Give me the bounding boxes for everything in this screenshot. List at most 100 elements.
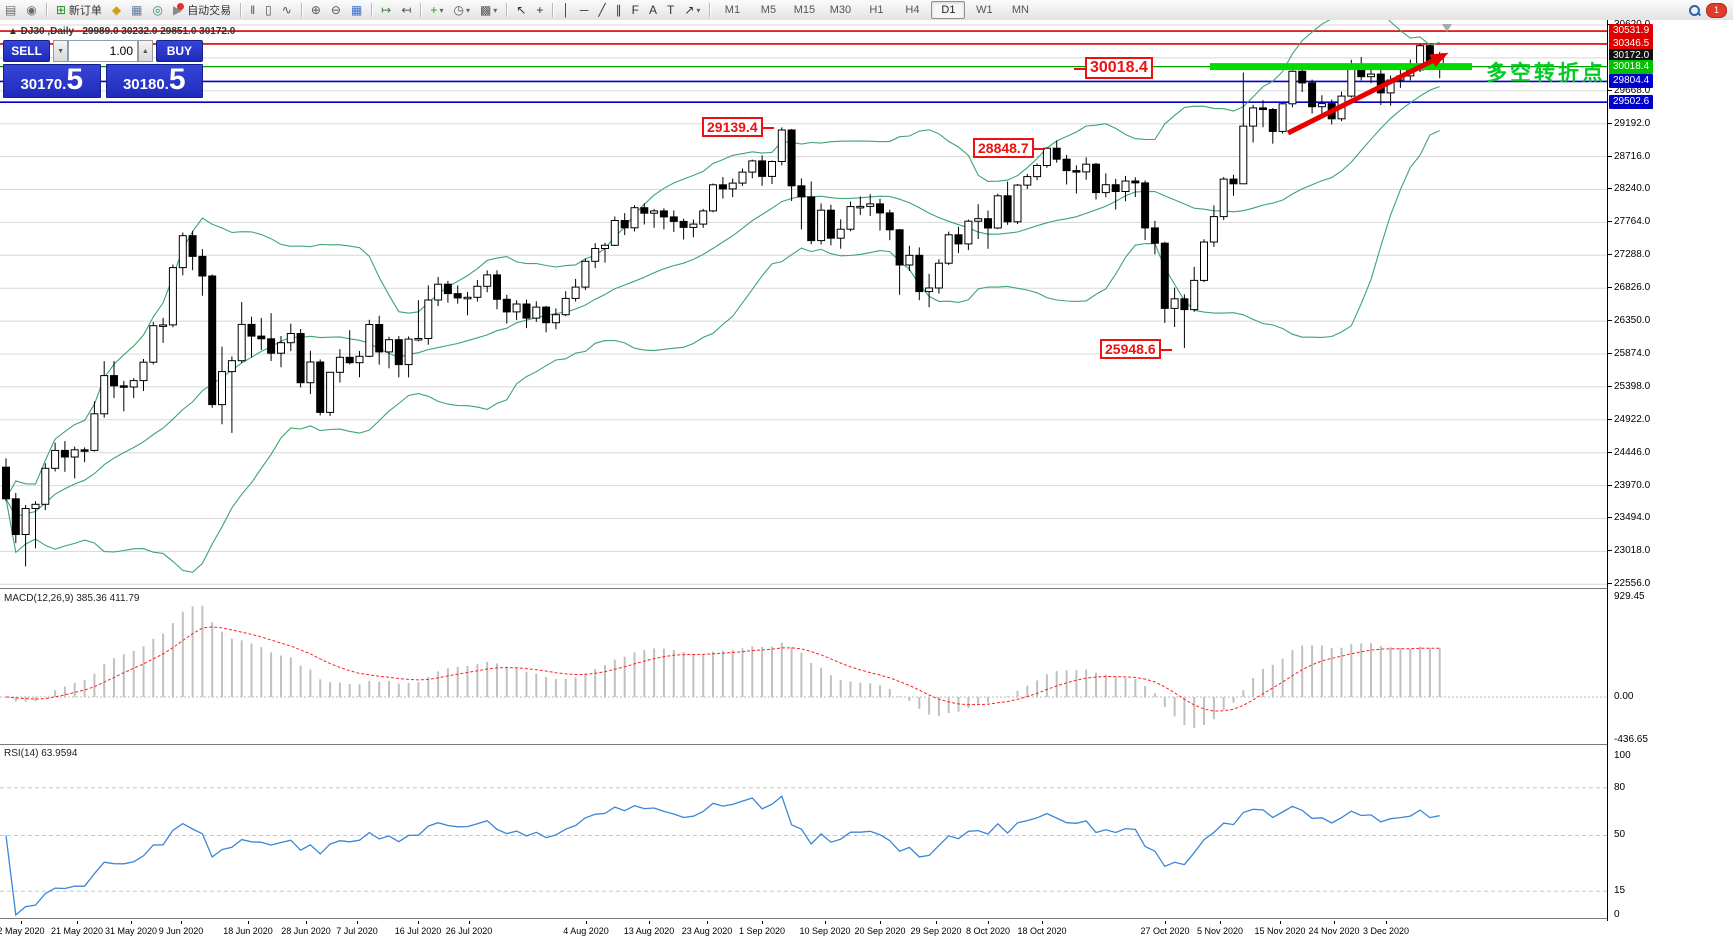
timeframe-button-m15[interactable]: M15 [793,4,816,16]
time-axis-label: 28 Jun 2020 [281,926,331,936]
time-tick [181,921,182,924]
toolbar-right: 1 [1683,2,1733,18]
timeframe-button-w1[interactable]: W1 [976,4,993,16]
metaeditor-icon[interactable]: ◆ [108,0,125,20]
autotrading-icon-label: 自动交易 [187,5,232,17]
price-callout-label[interactable]: 25948.6 [1100,339,1172,360]
timeframe-button-m1[interactable]: M1 [724,4,741,16]
time-axis-label: 18 Oct 2020 [1017,926,1067,936]
timeframe-button-d1[interactable]: D1 [931,1,966,19]
timeframe-button-m5[interactable]: M5 [760,4,777,16]
new-order-icon[interactable]: ⊞ 新订单 [52,0,106,20]
time-axis-label: 4 Aug 2020 [563,926,609,936]
sell-button[interactable]: SELL [3,40,51,62]
macd-axis-label: 929.45 [1614,591,1645,602]
price-tick-label: 25874.0 [1608,348,1651,359]
price-level-badge: 29804.4 [1609,74,1654,88]
arrows-icon[interactable]: ↗ ▾ [680,0,704,20]
time-tick [306,921,307,924]
trendline-icon[interactable]: ╱ [594,0,609,20]
new-chart-icon[interactable]: ▤ [1,0,20,20]
chevron-down-icon: ▾ [696,5,701,15]
search-icon[interactable] [1689,4,1700,16]
terminal-icon[interactable]: ▦ [127,0,146,20]
toolbar-separator [420,3,422,17]
signals-icon: ◎ [152,3,163,17]
time-tick [880,921,881,924]
time-tick [1220,921,1221,924]
price-tick-label: 26826.0 [1608,282,1651,293]
autotrading-icon[interactable]: ▶ 自动交易 [169,0,235,20]
line-chart-icon[interactable]: ∿ [278,0,296,20]
price-tick-label: 23018.0 [1608,545,1651,556]
timeframe-button-m30[interactable]: M30 [829,4,852,16]
price-axis[interactable]: 30620.029668.029192.028716.028240.027764… [1607,20,1733,921]
time-axis-label: 21 May 2020 [50,926,104,936]
time-tick [77,921,78,924]
tile-windows-icon: ▦ [350,3,363,17]
timeframe-button-h4[interactable]: H4 [905,4,920,16]
indicators-icon[interactable]: + ▾ [426,0,447,20]
time-axis-label: 27 Oct 2020 [1140,926,1190,936]
templates-icon[interactable]: ▩ ▾ [476,0,501,20]
equidistant-channel-icon: ∥ [615,3,622,17]
sell-price-display[interactable]: 30170. 5 [3,64,101,98]
tile-windows-icon[interactable]: ▦ [347,0,366,20]
fibonacci-icon[interactable]: F [628,0,643,20]
notifications-icon[interactable]: 1 [1706,2,1727,18]
rsi-chart-canvas[interactable] [0,747,1607,919]
time-tick [1042,921,1043,924]
periods-icon: ◷ [453,3,464,17]
time-tick [469,921,470,924]
metaeditor-icon: ◆ [111,3,122,17]
periods-icon[interactable]: ◷ ▾ [449,0,474,20]
volume-decrease-button[interactable]: ▼ [53,40,68,62]
bar-chart-icon[interactable]: ‖ [246,0,259,20]
volume-increase-button[interactable]: ▲ [138,40,153,62]
price-level-badge: 30346.5 [1609,37,1654,51]
buy-price-display[interactable]: 30180. 5 [105,64,203,98]
time-axis[interactable]: 2 May 2020 21 May 2020 31 May 2020 9 Jun 20… [0,921,1733,940]
rsi-axis-label: 15 [1614,885,1626,896]
candlestick-icon[interactable]: ▯ [261,0,276,20]
time-tick [131,921,132,924]
zoom-out-icon[interactable]: ⊖ [327,0,345,20]
time-axis-label: 3 Dec 2020 [1362,926,1410,936]
price-callout-label[interactable]: 28848.7 [973,138,1045,159]
chart-shift-icon: ↤ [401,3,412,17]
timeframe-button-h1[interactable]: H1 [869,4,884,16]
toolbar-separator [371,3,373,17]
signals-icon[interactable]: ◎ [148,0,166,20]
time-tick [1334,921,1335,924]
volume-input[interactable] [68,40,138,62]
zoom-in-icon[interactable]: ⊕ [307,0,325,20]
time-axis-label: 2 May 2020 [0,926,45,936]
buy-button[interactable]: BUY [155,40,203,62]
crosshair-icon[interactable]: + [532,0,547,20]
one-click-trade-panel: SELL ▼ ▲ BUY 30170.5 30180.5 [3,40,203,98]
cursor-icon[interactable]: ↖ [512,0,530,20]
equidistant-channel-icon[interactable]: ∥ [612,0,626,20]
timeframe-button-mn[interactable]: MN [1011,4,1029,16]
autotrading-icon: ▶ [172,3,183,17]
horizontal-line-icon[interactable]: ─ [576,0,593,20]
turning-point-note[interactable]: 多空转折点 [1486,62,1606,85]
data-window-icon[interactable]: ◉ [22,0,40,20]
text-icon[interactable]: A [645,0,661,20]
time-axis-label: 20 Sep 2020 [854,926,906,936]
macd-chart-canvas[interactable] [0,592,1607,744]
chart-shift-icon[interactable]: ↤ [397,0,415,20]
auto-scroll-icon[interactable]: ↦ [377,0,395,20]
buy-price-dot: . [164,76,169,93]
toolbar-items: ▤ ◉ ⊞ 新订单 ◆ ▦ ◎ ▶ 自动交易 ‖ ▯ ∿ ⊕ ⊖ ▦ ↦ ↤ + ▾ ◷ ▾ ▩ ▾ ↖ + │ ─ ╱ ∥ F A T ↗ ▾ [0,0,714,20]
price-tick-label: 27764.0 [1608,216,1651,227]
zoom-out-icon: ⊖ [330,3,341,17]
price-chart-canvas[interactable] [0,20,1607,590]
fibonacci-icon: F [631,3,639,17]
text-label-icon[interactable]: T [663,0,678,20]
price-callout-label[interactable]: 30018.4 [1074,57,1153,80]
vertical-line-icon[interactable]: │ [558,0,574,20]
price-callout-label[interactable]: 29139.4 [702,117,774,138]
macd-axis-label: 0.00 [1614,691,1634,702]
